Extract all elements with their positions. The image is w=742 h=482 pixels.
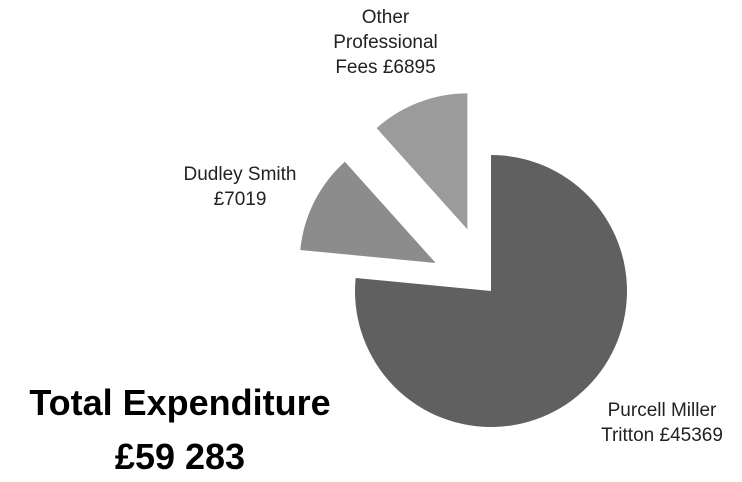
value-label: £45369: [659, 425, 723, 446]
value-label: £7019: [213, 189, 267, 210]
total-title: Total Expenditure: [29, 382, 331, 423]
category-name: Purcell Miller Tritton: [601, 400, 717, 446]
pie-slice: [355, 155, 627, 428]
slice-label: Other Professional Fees £6895: [318, 5, 453, 80]
category-name: Other Professional Fees: [333, 7, 438, 78]
total-value: £59 283: [114, 436, 246, 477]
slice-label: Dudley Smith £7019: [160, 162, 320, 212]
category-name: Dudley Smith: [183, 164, 297, 185]
value-label: £6895: [382, 57, 436, 78]
slice-label: Purcell Miller Tritton £45369: [582, 398, 742, 448]
pie-slice: [300, 161, 436, 264]
pie-slice: [376, 93, 468, 230]
